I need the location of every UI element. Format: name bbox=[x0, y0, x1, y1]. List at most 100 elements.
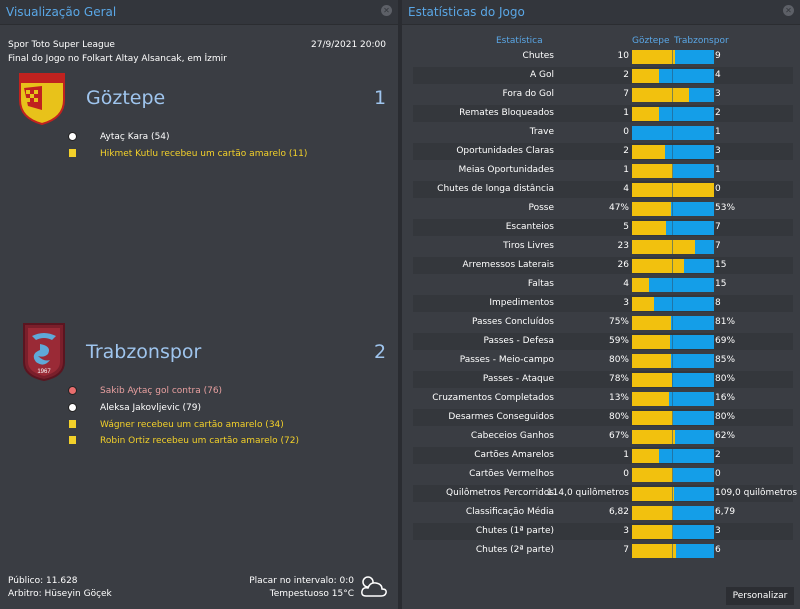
stat-row: Posse 47% 53% bbox=[413, 200, 793, 217]
home-score: 1 bbox=[374, 87, 387, 109]
stat-away-value: 1 bbox=[715, 165, 721, 175]
stat-label: Cartões Amarelos bbox=[474, 450, 554, 460]
stat-label: Trave bbox=[529, 127, 554, 137]
stats-panel: Estatísticas do Jogo ✕ Estatística Gözte… bbox=[402, 0, 800, 609]
stat-away-value: 15 bbox=[715, 279, 727, 289]
stat-bar-center bbox=[672, 202, 673, 216]
stat-row: Arremessos Laterais 26 15 bbox=[413, 257, 793, 274]
stat-home-value: 1 bbox=[623, 108, 629, 118]
stat-bar-home bbox=[632, 449, 659, 463]
stat-label: Cabeceios Ganhos bbox=[470, 431, 554, 441]
stat-label: Chutes (1ª parte) bbox=[475, 526, 554, 536]
stat-away-value: 7 bbox=[715, 241, 721, 251]
stat-bar-home bbox=[632, 411, 673, 425]
stat-bar-center bbox=[672, 506, 673, 520]
stat-label: Faltas bbox=[527, 279, 554, 289]
stat-home-value: 5 bbox=[623, 222, 629, 232]
stat-bar bbox=[632, 107, 714, 121]
col-away-header[interactable]: Trabzonspor bbox=[674, 36, 729, 46]
stat-bar-home bbox=[632, 297, 654, 311]
stat-bar-home bbox=[632, 278, 649, 292]
stat-label: Posse bbox=[528, 203, 554, 213]
stat-bar-center bbox=[672, 259, 673, 273]
stat-bar bbox=[632, 50, 714, 64]
stat-label: Chutes bbox=[522, 51, 554, 61]
yellow-card-icon bbox=[69, 420, 76, 428]
away-score: 2 bbox=[374, 341, 387, 363]
stat-away-value: 2 bbox=[715, 108, 721, 118]
stat-bar-home bbox=[632, 202, 671, 216]
stat-label: Passes - Meio-campo bbox=[459, 355, 554, 365]
stat-label: Fora do Gol bbox=[502, 89, 555, 99]
stat-row: Meias Oportunidades 1 1 bbox=[413, 162, 793, 179]
stat-home-value: 3 bbox=[623, 526, 629, 536]
stat-bar bbox=[632, 468, 714, 482]
stat-bar bbox=[632, 145, 714, 159]
stat-bar-home bbox=[632, 354, 671, 368]
stat-row: Chutes (1ª parte) 3 3 bbox=[413, 523, 793, 540]
home-team-name[interactable]: Göztepe bbox=[86, 87, 166, 109]
stat-bar-center bbox=[672, 183, 673, 197]
stat-row: Fora do Gol 7 3 bbox=[413, 86, 793, 103]
stat-away-value: 3 bbox=[715, 146, 721, 156]
match-venue: Final do Jogo no Folkart Altay Alsancak,… bbox=[8, 54, 227, 64]
stat-home-value: 23 bbox=[617, 241, 629, 251]
stat-bar-center bbox=[672, 430, 673, 444]
stat-away-value: 7 bbox=[715, 222, 721, 232]
stat-bar-center bbox=[672, 335, 673, 349]
stat-row: Cartões Vermelhos 0 0 bbox=[413, 466, 793, 483]
stat-bar-center bbox=[672, 392, 673, 406]
stat-home-value: 114,0 quilômetros bbox=[546, 488, 629, 498]
customize-button[interactable]: Personalizar bbox=[726, 587, 794, 605]
stat-label: Desarmes Conseguidos bbox=[448, 412, 554, 422]
stat-home-value: 67% bbox=[608, 431, 629, 441]
stat-bar-center bbox=[672, 354, 673, 368]
stat-label: A Gol bbox=[530, 70, 554, 80]
stat-away-value: 69% bbox=[715, 336, 736, 346]
stat-label: Meias Oportunidades bbox=[458, 165, 554, 175]
referee[interactable]: Arbitro: Hüseyin Göçek bbox=[8, 589, 112, 599]
away-team-name[interactable]: Trabzonspor bbox=[86, 341, 202, 363]
overview-panel: Visualização Geral ✕ Spor Toto Super Lea… bbox=[0, 0, 398, 609]
stat-bar bbox=[632, 354, 714, 368]
trabzonspor-logo-icon: 1967 bbox=[23, 323, 65, 382]
col-stat-header[interactable]: Estatística bbox=[496, 36, 543, 46]
stat-bar-center bbox=[672, 50, 673, 64]
stat-bar-home bbox=[632, 525, 673, 539]
stat-bar-home bbox=[632, 506, 673, 520]
stat-bar-center bbox=[672, 221, 673, 235]
stat-bar-center bbox=[672, 449, 673, 463]
stat-bar-home bbox=[632, 107, 659, 121]
goztepe-logo-icon bbox=[19, 73, 65, 126]
stats-close-icon[interactable]: ✕ bbox=[783, 5, 794, 16]
stat-label: Chutes de longa distância bbox=[437, 184, 554, 194]
stat-home-value: 4 bbox=[623, 279, 629, 289]
stat-away-value: 15 bbox=[715, 260, 727, 270]
stat-home-value: 80% bbox=[608, 355, 629, 365]
col-home-header[interactable]: Göztepe bbox=[632, 36, 670, 46]
stat-bar bbox=[632, 88, 714, 102]
stat-bar bbox=[632, 335, 714, 349]
stat-bar bbox=[632, 183, 714, 197]
stat-home-value: 75% bbox=[608, 317, 629, 327]
stat-bar bbox=[632, 392, 714, 406]
stat-label: Quilômetros Percorridos bbox=[446, 488, 554, 498]
stat-home-value: 4 bbox=[623, 184, 629, 194]
stat-home-value: 1 bbox=[623, 165, 629, 175]
stat-bar bbox=[632, 278, 714, 292]
stat-home-value: 13% bbox=[608, 393, 629, 403]
stat-away-value: 53% bbox=[715, 203, 736, 213]
stat-away-value: 6 bbox=[715, 545, 721, 555]
stat-row: Cabeceios Ganhos 67% 62% bbox=[413, 428, 793, 445]
stat-home-value: 47% bbox=[608, 203, 629, 213]
stat-label: Remates Bloqueados bbox=[459, 108, 554, 118]
stat-row: Trave 0 1 bbox=[413, 124, 793, 141]
stat-row: Passes - Ataque 78% 80% bbox=[413, 371, 793, 388]
stat-away-value: 81% bbox=[715, 317, 736, 327]
stat-bar-center bbox=[672, 107, 673, 121]
stat-bar bbox=[632, 69, 714, 83]
stat-row: Chutes de longa distância 4 0 bbox=[413, 181, 793, 198]
stat-away-value: 8 bbox=[715, 298, 721, 308]
match-datetime: 27/9/2021 20:00 bbox=[311, 40, 386, 50]
overview-close-icon[interactable]: ✕ bbox=[381, 5, 392, 16]
